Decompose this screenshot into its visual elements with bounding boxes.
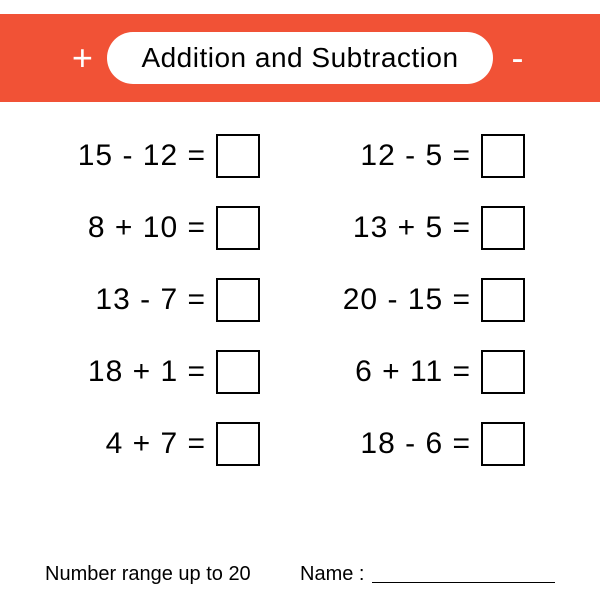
problem-text: 4 + 7 = [106, 427, 206, 461]
problem-text: 12 - 5 = [360, 139, 471, 173]
problem-row: 8 + 10 = [45, 206, 290, 250]
plus-sign: + [57, 37, 107, 79]
answer-box[interactable] [216, 134, 260, 178]
problem-text: 20 - 15 = [343, 283, 471, 317]
name-field-container: Name : [300, 563, 555, 586]
worksheet-title: Addition and Subtraction [107, 32, 492, 84]
problem-row: 13 + 5 = [310, 206, 555, 250]
answer-box[interactable] [481, 350, 525, 394]
problem-row: 20 - 15 = [310, 278, 555, 322]
worksheet-footer: Number range up to 20 Name : [0, 563, 600, 586]
problem-text: 8 + 10 = [88, 211, 206, 245]
problem-text: 13 + 5 = [353, 211, 471, 245]
problem-text: 15 - 12 = [78, 139, 206, 173]
answer-box[interactable] [216, 422, 260, 466]
problem-text: 6 + 11 = [355, 355, 471, 389]
answer-box[interactable] [216, 206, 260, 250]
problem-row: 12 - 5 = [310, 134, 555, 178]
problem-text: 18 - 6 = [360, 427, 471, 461]
worksheet-header: + Addition and Subtraction - [0, 14, 600, 102]
answer-box[interactable] [216, 350, 260, 394]
answer-box[interactable] [481, 134, 525, 178]
minus-sign: - [493, 37, 543, 79]
problems-grid: 15 - 12 = 12 - 5 = 8 + 10 = 13 + 5 = 13 … [0, 114, 600, 466]
answer-box[interactable] [481, 206, 525, 250]
problem-row: 4 + 7 = [45, 422, 290, 466]
problem-row: 6 + 11 = [310, 350, 555, 394]
answer-box[interactable] [481, 278, 525, 322]
problem-row: 18 - 6 = [310, 422, 555, 466]
problem-row: 13 - 7 = [45, 278, 290, 322]
name-input-line[interactable] [372, 565, 555, 583]
answer-box[interactable] [216, 278, 260, 322]
problem-row: 15 - 12 = [45, 134, 290, 178]
name-label: Name : [300, 563, 364, 586]
answer-box[interactable] [481, 422, 525, 466]
problem-row: 18 + 1 = [45, 350, 290, 394]
problem-text: 18 + 1 = [88, 355, 206, 389]
range-note: Number range up to 20 [45, 563, 300, 586]
problem-text: 13 - 7 = [95, 283, 206, 317]
